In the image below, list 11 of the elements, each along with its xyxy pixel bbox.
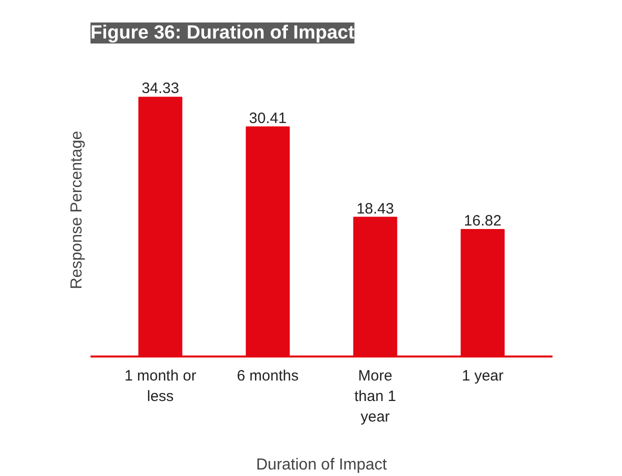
x-tick-label: 1 month or less (124, 368, 196, 405)
data-label: 18.43 (356, 200, 394, 218)
y-axis-title: Response Percentage (68, 130, 86, 290)
data-label: 16.82 (464, 212, 502, 230)
x-tick-label: More than 1 year (354, 368, 396, 426)
x-tick-label: 6 months (236, 368, 299, 384)
data-label: 34.33 (142, 80, 180, 98)
data-label: 30.41 (249, 110, 287, 127)
x-axis-title: Duration of Impact (256, 456, 388, 474)
chart-title: Figure 36: Duration of Impact (90, 22, 356, 44)
x-tick-label: 1 year (462, 368, 504, 384)
